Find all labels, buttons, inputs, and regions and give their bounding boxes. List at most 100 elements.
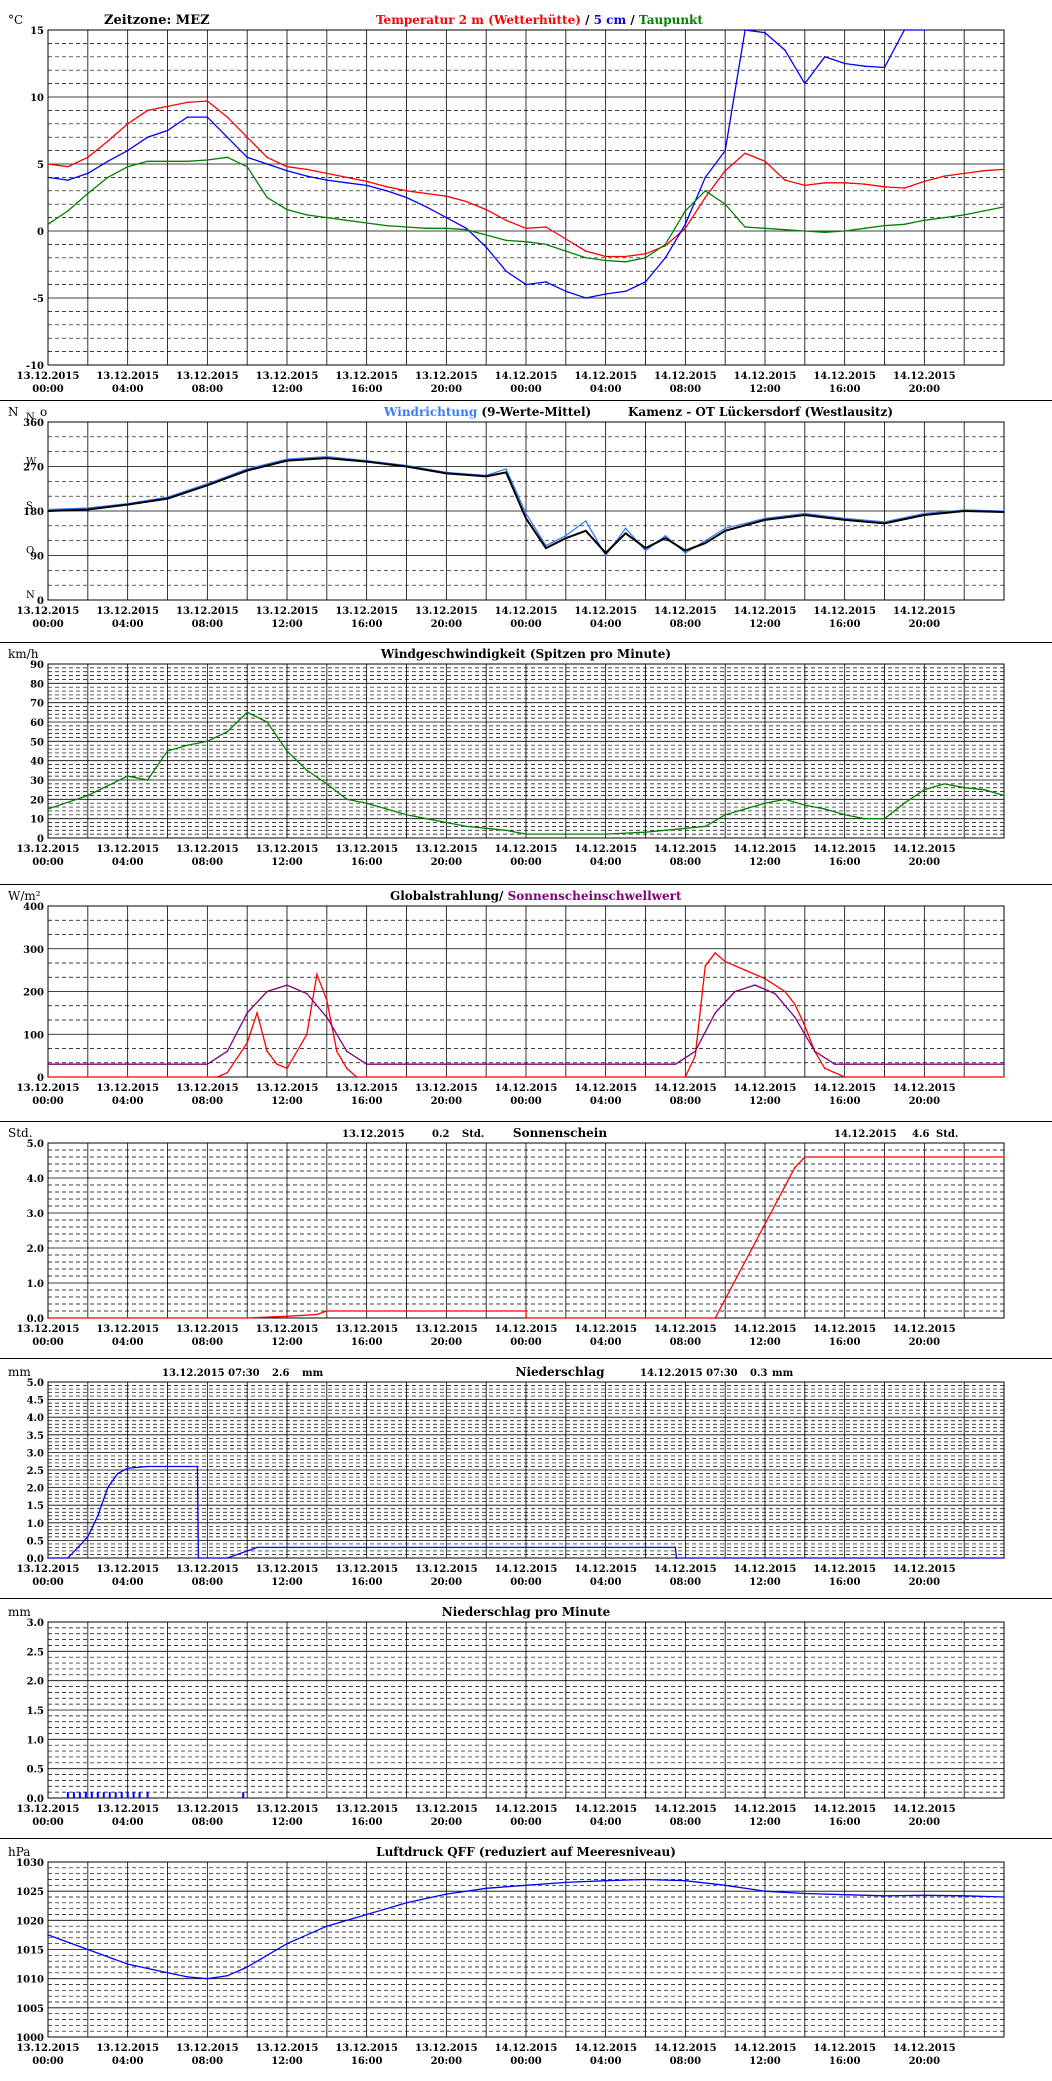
data-point <box>764 31 766 34</box>
data-point <box>664 243 667 246</box>
x-tick-time: 20:00 <box>909 2056 941 2067</box>
data-point <box>804 1892 806 1895</box>
x-tick-time: 16:00 <box>829 1096 861 1107</box>
x-tick-time: 04:00 <box>590 857 622 868</box>
x-tick-date: 14.12.2015 <box>654 371 717 382</box>
title-part: / <box>626 13 639 27</box>
data-point <box>704 196 707 199</box>
data-point <box>525 1884 527 1887</box>
x-tick-time: 08:00 <box>192 384 224 395</box>
x-tick-date: 13.12.2015 <box>17 371 80 382</box>
timezone-label: Zeitzone: MEZ <box>104 13 210 28</box>
x-tick-date: 14.12.2015 <box>893 2043 956 2054</box>
data-point <box>405 465 408 468</box>
data-point <box>465 227 468 230</box>
x-tick-date: 13.12.2015 <box>335 1564 398 1575</box>
x-tick-date: 13.12.2015 <box>176 606 239 617</box>
y-tick-label: 4.0 <box>27 1174 44 1185</box>
x-tick-date: 13.12.2015 <box>335 2043 398 2054</box>
data-point <box>883 185 886 188</box>
y-tick-label: 1015 <box>16 1946 44 1957</box>
data-point <box>843 517 846 520</box>
data-point <box>983 169 985 172</box>
x-tick-time: 12:00 <box>271 1096 303 1107</box>
x-tick-date: 13.12.2015 <box>415 1564 478 1575</box>
x-tick-time: 20:00 <box>909 619 941 630</box>
data-point <box>306 992 308 995</box>
data-point <box>764 160 766 163</box>
bar-mark <box>114 1792 117 1798</box>
data-point <box>226 156 229 159</box>
x-tick-date: 14.12.2015 <box>495 1564 558 1575</box>
data-point <box>326 783 328 785</box>
y-tick-label: 15 <box>30 26 44 37</box>
x-tick-time: 16:00 <box>829 2056 861 2067</box>
x-tick-date: 13.12.2015 <box>256 1564 319 1575</box>
y-tick-label: 400 <box>23 902 44 913</box>
x-tick-date: 14.12.2015 <box>813 2043 876 2054</box>
temp-panel: -10 -5 0 5 10 15 °C 13.12.2015 00:00 13.12.2015 04… <box>0 0 1052 400</box>
x-tick-date: 14.12.2015 <box>495 371 558 382</box>
data-point <box>445 821 448 824</box>
panel-separator <box>0 1838 1052 1839</box>
x-tick-time: 00:00 <box>32 619 64 630</box>
x-tick-date: 14.12.2015 <box>893 844 956 855</box>
data-point <box>206 1063 209 1065</box>
x-tick-time: 20:00 <box>909 1577 941 1588</box>
data-point <box>365 1913 368 1916</box>
x-tick-date: 13.12.2015 <box>256 2043 319 2054</box>
day2-unit: mm <box>772 1368 794 1379</box>
data-point <box>106 176 109 179</box>
bar-mark <box>108 1792 111 1798</box>
data-point <box>405 1902 408 1904</box>
y-tick-label: 4.0 <box>27 1413 44 1424</box>
data-point <box>1003 1063 1005 1065</box>
x-tick-time: 16:00 <box>351 1096 383 1107</box>
data-point <box>425 192 428 195</box>
bar-mark <box>66 1792 69 1798</box>
data-point <box>714 1012 717 1014</box>
data-point <box>774 992 776 995</box>
bar-mark <box>242 1792 245 1798</box>
y-tick-label: 10 <box>30 93 44 104</box>
day1-date: 13.12.2015 07:30 <box>162 1368 260 1379</box>
y-tick-label: 200 <box>23 988 44 999</box>
x-tick-time: 20:00 <box>431 1577 463 1588</box>
data-point <box>525 1317 527 1319</box>
data-point <box>833 1063 836 1065</box>
data-point <box>863 817 866 820</box>
x-tick-time: 20:00 <box>909 1817 941 1828</box>
data-point <box>823 181 826 184</box>
data-point <box>684 210 687 212</box>
y-tick-label: 0.5 <box>27 1536 44 1547</box>
data-point <box>266 156 268 159</box>
y-tick-label: 1020 <box>16 1916 44 1927</box>
chart-title: Windgeschwindigkeit (Spitzen pro Minute) <box>380 647 671 661</box>
data-point <box>425 227 428 230</box>
compass-label: W <box>26 457 37 468</box>
data-point <box>923 512 926 515</box>
x-tick-time: 04:00 <box>112 857 144 868</box>
y-tick-label: 90 <box>30 552 44 563</box>
x-tick-time: 04:00 <box>112 619 144 630</box>
data-point <box>644 1878 647 1881</box>
data-point <box>903 802 906 804</box>
data-point <box>365 460 368 463</box>
data-point <box>724 814 726 816</box>
x-tick-date: 14.12.2015 <box>734 371 797 382</box>
title-part: Globalstrahlung/ <box>390 889 504 903</box>
x-tick-time: 04:00 <box>590 1577 622 1588</box>
bar-mark <box>90 1792 93 1798</box>
data-point <box>804 184 806 187</box>
data-point <box>963 1895 965 1897</box>
data-point <box>644 252 647 255</box>
x-tick-time: 00:00 <box>510 1817 542 1828</box>
data-point <box>465 228 468 231</box>
data-point <box>644 831 647 833</box>
x-tick-date: 13.12.2015 <box>415 1804 478 1815</box>
x-tick-date: 13.12.2015 <box>256 844 319 855</box>
x-tick-date: 13.12.2015 <box>96 2043 159 2054</box>
panel-separator <box>0 884 1052 885</box>
data-point <box>485 234 487 236</box>
wind_speed-panel: 0 10 20 30 40 50 60 70 80 90 km/h 13.12.2015 00:00 13… <box>0 644 1052 884</box>
